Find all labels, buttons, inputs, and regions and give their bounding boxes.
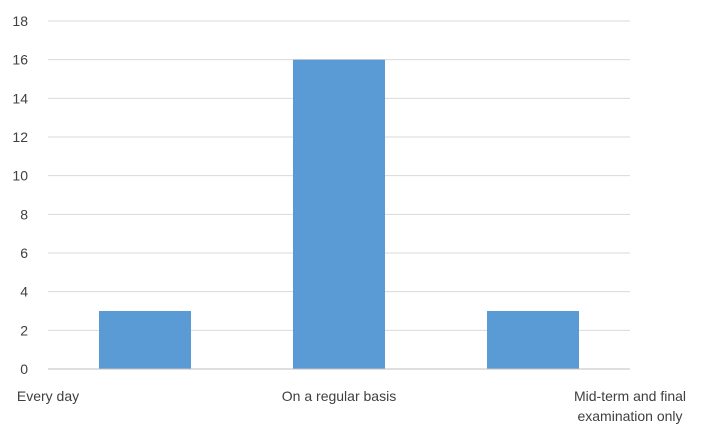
y-tick-label: 18 [12,13,28,29]
x-category-label: On a regular basis [282,388,396,404]
bar [99,311,191,369]
y-tick-label: 14 [12,90,28,106]
y-tick-label: 4 [20,284,28,300]
y-tick-label: 12 [12,129,28,145]
x-category-label: Every day [17,388,79,404]
y-tick-label: 0 [20,361,28,377]
y-tick-label: 8 [20,206,28,222]
bars [99,59,579,369]
y-tick-label: 2 [20,322,28,338]
bar [487,311,579,369]
y-axis-tick-labels: 0 2 4 6 8 10 12 14 16 18 [12,13,28,377]
x-axis-category-labels: Every day On a regular basis Mid-term and … [17,388,686,424]
bar [293,59,385,369]
x-category-label: Mid-term and final [574,388,686,404]
y-tick-label: 16 [12,52,28,68]
y-tick-label: 10 [12,168,28,184]
y-tick-label: 6 [20,245,28,261]
x-category-label: examination only [577,408,682,424]
